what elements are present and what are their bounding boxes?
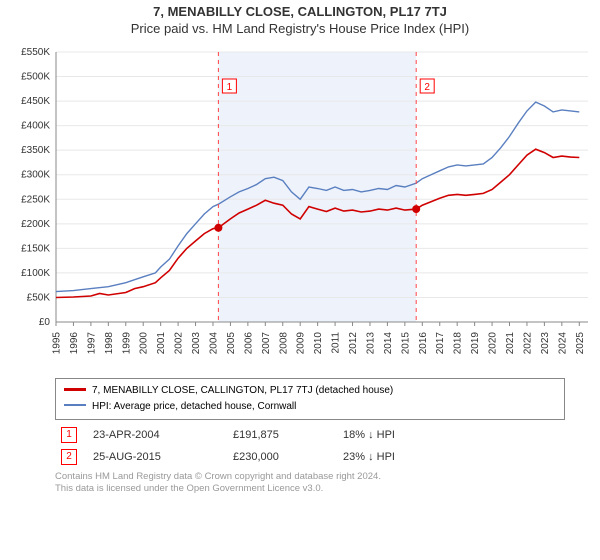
legend: 7, MENABILLY CLOSE, CALLINGTON, PL17 7TJ…	[55, 378, 565, 420]
chart-subtitle: Price paid vs. HM Land Registry's House …	[0, 21, 600, 36]
callout-delta: 23% ↓ HPI	[337, 446, 565, 468]
callout-price: £191,875	[227, 424, 337, 446]
attribution-line: Contains HM Land Registry data © Crown c…	[55, 471, 565, 483]
x-tick-label: 2022	[522, 332, 533, 355]
callout-marker	[412, 205, 420, 213]
x-tick-label: 2013	[365, 332, 376, 355]
x-tick-label: 1996	[69, 332, 80, 355]
attribution-line: This data is licensed under the Open Gov…	[55, 483, 565, 495]
callout-number: 2	[424, 82, 430, 93]
x-tick-label: 2012	[348, 332, 359, 355]
x-tick-label: 2008	[278, 332, 289, 355]
x-tick-label: 2011	[331, 332, 342, 354]
y-tick-label: £150K	[21, 243, 50, 254]
x-tick-label: 2002	[174, 332, 185, 355]
x-tick-label: 2025	[575, 332, 586, 355]
x-tick-label: 1999	[121, 332, 132, 355]
callout-marker	[214, 224, 222, 232]
x-tick-label: 2021	[505, 332, 516, 355]
chart-title: 7, MENABILLY CLOSE, CALLINGTON, PL17 7TJ	[0, 4, 600, 19]
x-tick-label: 2014	[383, 332, 394, 355]
callout-table: 1 23-APR-2004 £191,875 18% ↓ HPI 2 25-AU…	[55, 424, 565, 468]
x-tick-label: 2001	[156, 332, 167, 355]
callout-row: 2 25-AUG-2015 £230,000 23% ↓ HPI	[55, 446, 565, 468]
x-tick-label: 2018	[453, 332, 464, 355]
x-tick-label: 2024	[557, 332, 568, 355]
x-tick-label: 2005	[226, 332, 237, 355]
callout-number-box: 2	[61, 449, 77, 465]
x-tick-label: 2020	[488, 332, 499, 355]
chart-area: £0 £50K £100K £150K £200K £250K £300K £350K £400…	[0, 44, 600, 374]
x-tick-label: 2000	[139, 332, 150, 355]
y-tick-label: £350K	[21, 145, 50, 156]
legend-swatch	[64, 388, 86, 398]
y-tick-label: £0	[39, 317, 51, 328]
x-tick-label: 2015	[400, 332, 411, 355]
x-tick-label: 1995	[52, 332, 63, 355]
x-tick-label: 2004	[208, 332, 219, 355]
callout-price: £230,000	[227, 446, 337, 468]
legend-label: HPI: Average price, detached house, Corn…	[92, 399, 296, 415]
callout-number-box: 1	[61, 427, 77, 443]
x-tick-label: 2017	[435, 332, 446, 355]
y-tick-label: £100K	[21, 268, 50, 279]
y-tick-label: £250K	[21, 194, 50, 205]
y-tick-label: £500K	[21, 72, 50, 83]
x-tick-label: 2016	[418, 332, 429, 355]
chart-svg: £0 £50K £100K £150K £200K £250K £300K £350K £400…	[0, 44, 600, 374]
callout-row: 1 23-APR-2004 £191,875 18% ↓ HPI	[55, 424, 565, 446]
y-tick-label: £400K	[21, 121, 50, 132]
x-tick-label: 2006	[243, 332, 254, 355]
y-tick-label: £450K	[21, 96, 50, 107]
y-tick-label: £50K	[27, 292, 51, 303]
y-tick-label: £550K	[21, 47, 50, 58]
legend-item: HPI: Average price, detached house, Corn…	[64, 399, 556, 415]
y-tick-label: £300K	[21, 170, 50, 181]
y-tick-label: £200K	[21, 219, 50, 230]
callout-date: 25-AUG-2015	[87, 446, 227, 468]
x-tick-label: 2003	[191, 332, 202, 355]
callout-delta: 18% ↓ HPI	[337, 424, 565, 446]
x-tick-label: 2019	[470, 332, 481, 355]
title-block: 7, MENABILLY CLOSE, CALLINGTON, PL17 7TJ…	[0, 0, 600, 36]
legend-label: 7, MENABILLY CLOSE, CALLINGTON, PL17 7TJ…	[92, 383, 393, 399]
legend-swatch	[64, 404, 86, 414]
legend-item: 7, MENABILLY CLOSE, CALLINGTON, PL17 7TJ…	[64, 383, 556, 399]
callout-number: 1	[227, 82, 233, 93]
x-tick-label: 1997	[86, 332, 97, 355]
attribution: Contains HM Land Registry data © Crown c…	[55, 471, 565, 495]
x-tick-label: 2009	[296, 332, 307, 355]
callout-date: 23-APR-2004	[87, 424, 227, 446]
x-tick-label: 1998	[104, 332, 115, 355]
x-tick-label: 2010	[313, 332, 324, 355]
x-tick-label: 2023	[540, 332, 551, 355]
x-tick-label: 2007	[261, 332, 272, 355]
page: 7, MENABILLY CLOSE, CALLINGTON, PL17 7TJ…	[0, 0, 600, 560]
